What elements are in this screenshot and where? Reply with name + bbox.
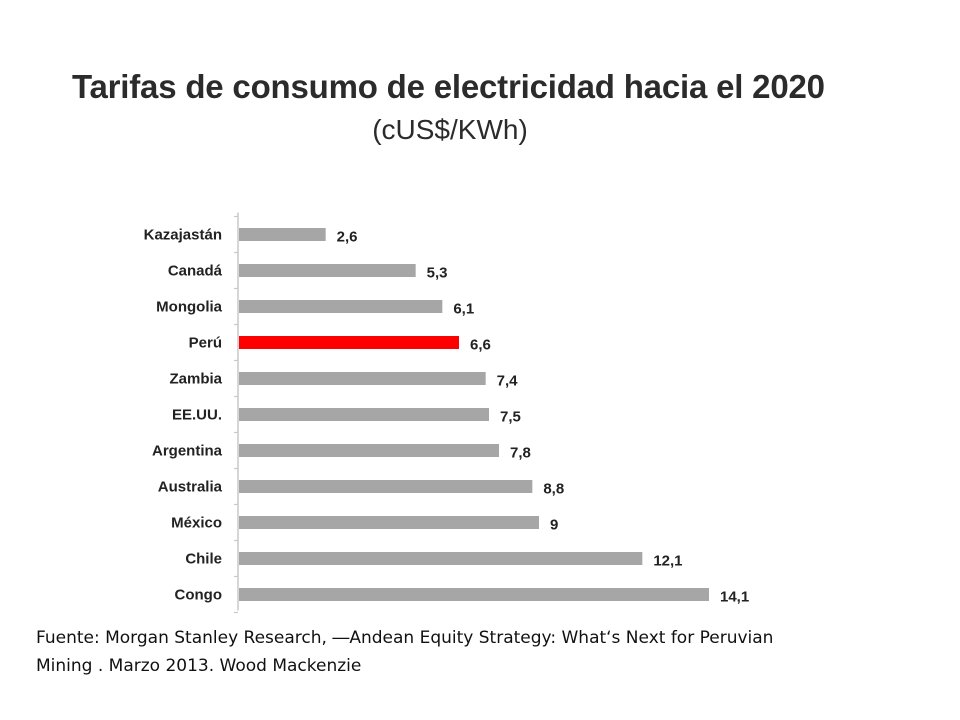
category-label: Chile bbox=[185, 551, 222, 568]
bar bbox=[239, 372, 486, 385]
bar bbox=[239, 264, 416, 277]
bar bbox=[239, 300, 443, 313]
value-label: 5,3 bbox=[427, 265, 448, 282]
value-label: 8,8 bbox=[543, 481, 564, 498]
value-label: 6,1 bbox=[453, 301, 474, 318]
category-label: Argentina bbox=[152, 443, 223, 460]
bar-highlight bbox=[239, 336, 459, 349]
source-line-2: Mining . Marzo 2013. Wood Mackenzie bbox=[36, 656, 362, 676]
category-label: Australia bbox=[158, 479, 223, 496]
bar bbox=[239, 516, 539, 529]
value-label: 7,5 bbox=[500, 409, 521, 426]
source-note: Fuente: Morgan Stanley Research, ―Andean… bbox=[36, 624, 936, 680]
category-label: EE.UU. bbox=[172, 407, 222, 424]
value-label: 7,4 bbox=[497, 373, 519, 390]
bar-chart: Kazajastán 2,6 Canadá 5,3 Mongolia 6,1 Perú 6,6… bbox=[144, 212, 749, 614]
category-label: Perú bbox=[189, 335, 222, 352]
value-label: 14,1 bbox=[720, 589, 749, 606]
value-label: 2,6 bbox=[337, 229, 358, 246]
category-label: Canadá bbox=[168, 263, 223, 280]
category-label: Kazajastán bbox=[144, 227, 222, 244]
bar bbox=[239, 480, 533, 493]
value-label: 9 bbox=[550, 517, 558, 534]
value-label: 7,8 bbox=[510, 445, 531, 462]
chart-subtitle: (cUS$/KWh) bbox=[372, 114, 528, 145]
bar bbox=[239, 552, 643, 565]
value-label: 6,6 bbox=[470, 337, 491, 354]
bar bbox=[239, 444, 499, 457]
value-label: 12,1 bbox=[653, 553, 682, 570]
bar bbox=[239, 408, 489, 421]
category-label: Congo bbox=[175, 587, 222, 604]
category-label: Zambia bbox=[169, 371, 222, 388]
bar bbox=[239, 228, 326, 241]
category-label: México bbox=[171, 515, 222, 532]
bar bbox=[239, 588, 709, 601]
chart-title: Tarifas de consumo de electricidad hacia… bbox=[72, 68, 825, 105]
source-line-1: Fuente: Morgan Stanley Research, ―Andean… bbox=[36, 628, 774, 648]
category-label: Mongolia bbox=[156, 299, 222, 316]
